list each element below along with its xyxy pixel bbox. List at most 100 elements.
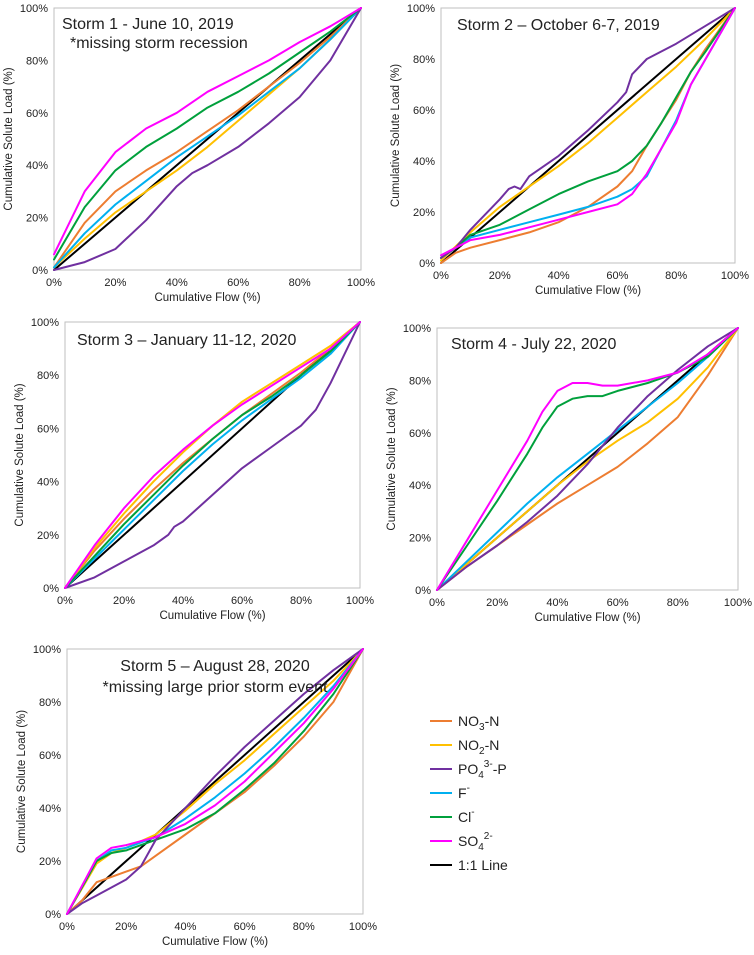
x-tick-label: 20% [489,270,511,282]
chart-subtitle: *missing large prior storm event [103,679,329,696]
x-tick-label: 0% [59,921,75,933]
x-tick-label: 100% [721,270,749,282]
y-tick-label: 80% [413,54,435,66]
x-tick-label: 0% [57,595,73,607]
x-tick-label: 20% [104,277,126,289]
series-line-so4 [436,327,739,591]
chart-subtitle: *missing storm recession [70,35,248,52]
y-tick-label: 20% [409,533,431,545]
x-tick-label: 0% [46,277,62,289]
x-tick-label: 40% [174,921,196,933]
y-tick-label: 40% [26,160,48,172]
chart-panel-2: 0% 20% 40% 60% 80% 100% 0% 20% 40% 60% 80% 100% Cumu… [390,3,749,297]
legend-label: 1:1 Line [458,857,508,873]
x-axis-label: Cumulative Flow (%) [154,292,260,304]
x-tick-label: 60% [231,595,253,607]
legend-item-po4: PO43--P [430,759,507,781]
chart-panel-4: 0% 20% 40% 60% 80% 100% 0% 20% 40% 60% 80% 100% Cumu… [386,323,752,624]
y-tick-label: 60% [26,108,48,120]
legend-item-f: F- [430,783,470,801]
series-line-no3 [66,648,364,915]
x-tick-label: 100% [349,921,377,933]
y-tick-label: 100% [33,644,61,656]
x-tick-label: 60% [606,270,628,282]
series-line-po4 [66,648,364,915]
x-tick-label: 0% [429,597,445,609]
y-axis-label: Cumulative Solute Load (%) [386,387,398,530]
plot-frame [53,7,362,271]
legend-item-cl: Cl- [430,807,475,825]
series-line-cl [440,7,736,259]
y-tick-label: 0% [45,909,61,921]
y-tick-label: 20% [37,530,59,542]
y-tick-label: 20% [26,213,48,225]
x-tick-label: 80% [665,270,687,282]
x-axis-label: Cumulative Flow (%) [535,285,641,297]
y-tick-label: 60% [413,105,435,117]
x-axis-label: Cumulative Flow (%) [159,610,265,622]
series-line-line11 [53,7,362,271]
plot-frame [436,327,739,591]
x-tick-label: 0% [433,270,449,282]
x-tick-label: 40% [546,597,568,609]
series-line-po4 [440,7,736,259]
x-tick-label: 100% [346,595,374,607]
y-tick-label: 60% [37,423,59,435]
y-tick-label: 40% [413,156,435,168]
y-axis-label: Cumulative Solute Load (%) [390,64,402,207]
y-axis-label: Cumulative Solute Load (%) [3,67,15,210]
series-line-f [64,321,361,589]
chart-panel-3: 0% 20% 40% 60% 80% 100% 0% 20% 40% 60% 80% 100% Cumu… [14,317,374,622]
series-line-f [53,7,362,269]
y-axis-label: Cumulative Solute Load (%) [16,710,28,853]
y-tick-label: 80% [409,375,431,387]
x-tick-label: 100% [347,277,375,289]
series-line-so4 [66,648,364,915]
panels: 0% 20% 40% 60% 80% 100% 0% 20% 40% 60% 80% 100% Cumu… [3,3,752,948]
y-tick-label: 0% [419,258,435,270]
y-tick-label: 80% [37,370,59,382]
legend-label: NO3-N [458,713,499,733]
y-tick-label: 20% [39,856,61,868]
series-line-f [66,648,364,915]
legend-item-so4: SO42- [430,831,493,853]
x-axis-label: Cumulative Flow (%) [534,612,640,624]
series-line-so4 [64,321,361,589]
chart-title: Storm 4 - July 22, 2020 [451,336,617,353]
chart-title: Storm 5 – August 28, 2020 [120,658,310,675]
x-tick-label: 80% [293,921,315,933]
x-tick-label: 80% [290,595,312,607]
chart-panel-1: 0% 20% 40% 60% 80% 100% 0% 20% 40% 60% 80% 100% Cumu… [3,3,375,304]
series-line-po4 [436,327,739,591]
series-line-so4 [440,7,736,257]
series-line-po4 [53,7,362,271]
series-line-po4 [64,321,361,589]
plot-frame [64,321,361,589]
y-tick-label: 60% [409,428,431,440]
legend-label: PO43--P [458,759,507,781]
y-tick-label: 100% [403,323,431,335]
series-line-cl [64,321,361,589]
x-axis-label: Cumulative Flow (%) [162,936,268,948]
series-line-cl [66,648,364,915]
series-line-cl [53,7,362,261]
legend-label: SO42- [458,831,493,853]
plot-frame [66,648,364,915]
x-tick-label: 20% [113,595,135,607]
series-line-line11 [440,7,736,264]
x-tick-label: 40% [172,595,194,607]
legend-label: F- [458,783,470,801]
chart-title: Storm 1 - June 10, 2019 [62,16,234,33]
chart-panel-5: 0% 20% 40% 60% 80% 100% 0% 20% 40% 60% 80% 100% Cumu… [16,644,377,948]
series-line-no3 [53,7,362,269]
x-tick-label: 20% [486,597,508,609]
x-tick-label: 100% [724,597,752,609]
chart-title: Storm 3 – January 11-12, 2020 [77,332,296,349]
y-tick-label: 60% [39,750,61,762]
x-tick-label: 40% [548,270,570,282]
x-tick-label: 60% [607,597,629,609]
y-tick-label: 0% [415,585,431,597]
x-tick-label: 40% [166,277,188,289]
